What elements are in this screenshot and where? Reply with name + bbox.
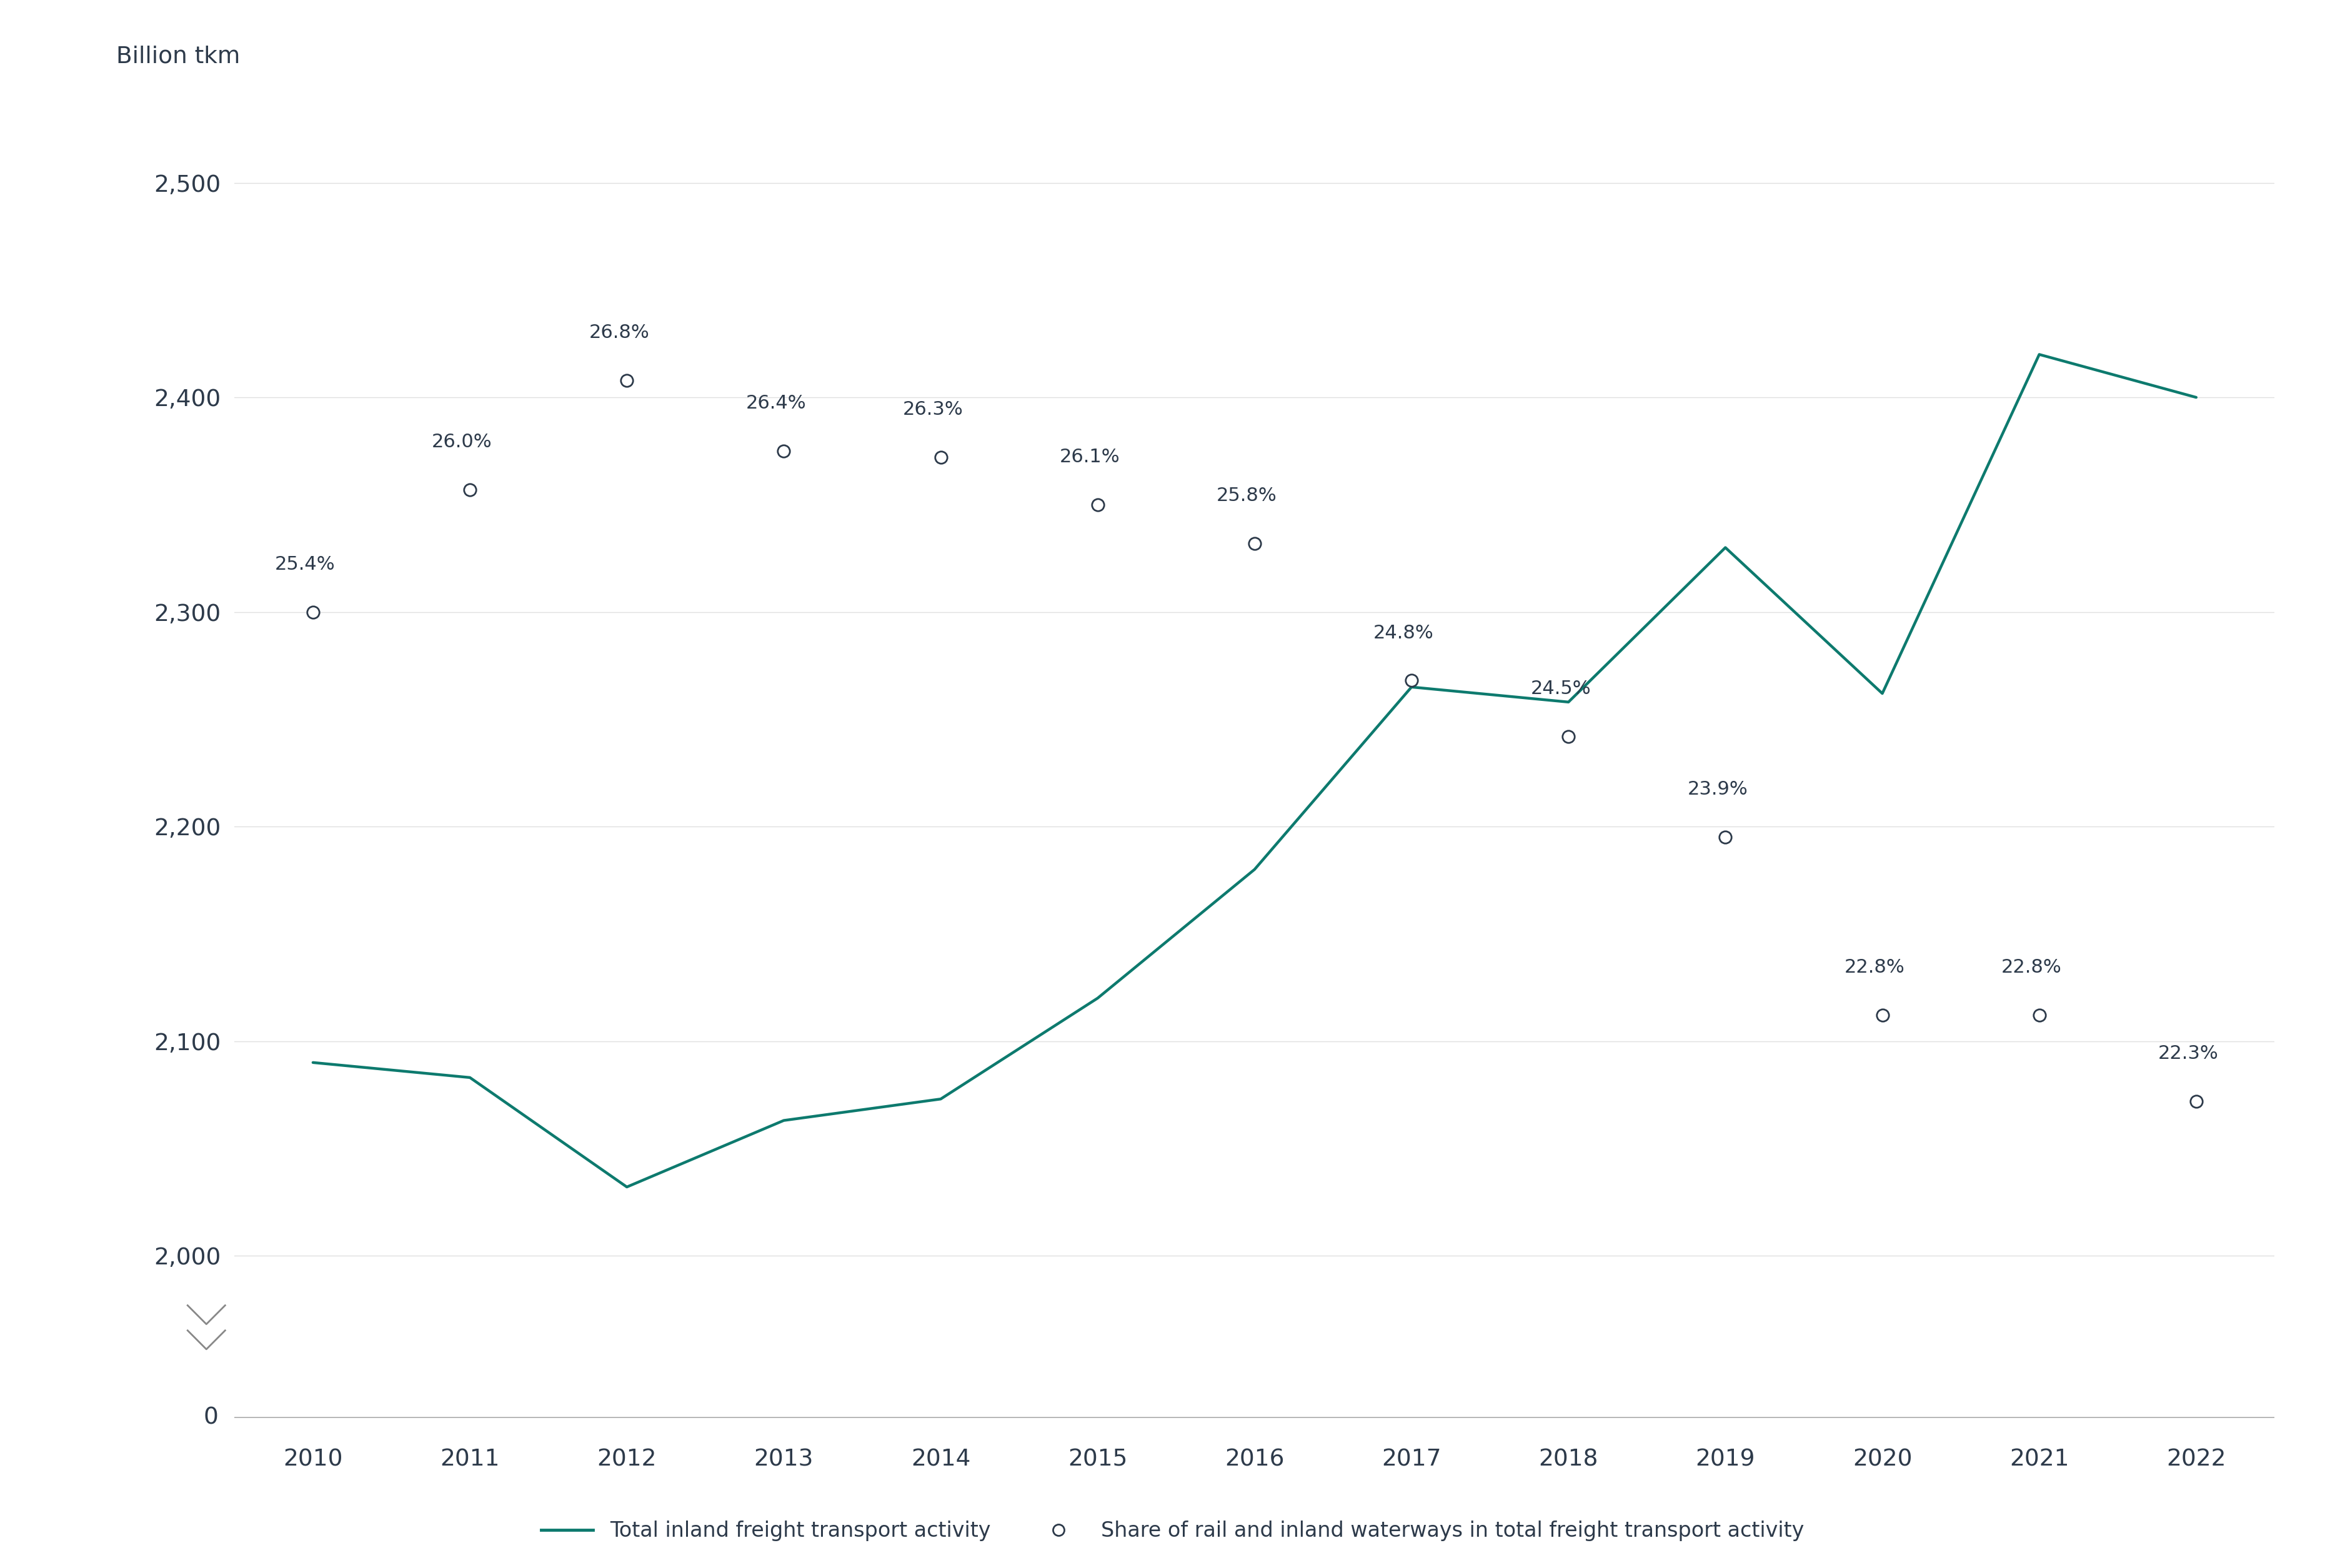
Text: 26.8%: 26.8% bbox=[589, 323, 650, 342]
Text: 23.9%: 23.9% bbox=[1688, 781, 1747, 798]
Text: 26.3%: 26.3% bbox=[903, 401, 964, 419]
Legend: Total inland freight transport activity, Share of rail and inland waterways in t: Total inland freight transport activity,… bbox=[532, 1513, 1813, 1549]
Text: 0: 0 bbox=[204, 1406, 218, 1428]
Text: Billion tkm: Billion tkm bbox=[117, 45, 239, 67]
Text: 22.8%: 22.8% bbox=[2000, 958, 2061, 977]
Text: 25.8%: 25.8% bbox=[1217, 486, 1278, 505]
Text: 25.4%: 25.4% bbox=[274, 555, 335, 574]
Text: 24.5%: 24.5% bbox=[1531, 679, 1590, 698]
Text: 26.1%: 26.1% bbox=[1060, 448, 1121, 466]
Text: 22.3%: 22.3% bbox=[2157, 1044, 2218, 1063]
Text: 26.0%: 26.0% bbox=[431, 433, 492, 452]
Text: 22.8%: 22.8% bbox=[1843, 958, 1904, 977]
Text: 26.4%: 26.4% bbox=[746, 394, 807, 412]
Text: 24.8%: 24.8% bbox=[1374, 624, 1433, 641]
